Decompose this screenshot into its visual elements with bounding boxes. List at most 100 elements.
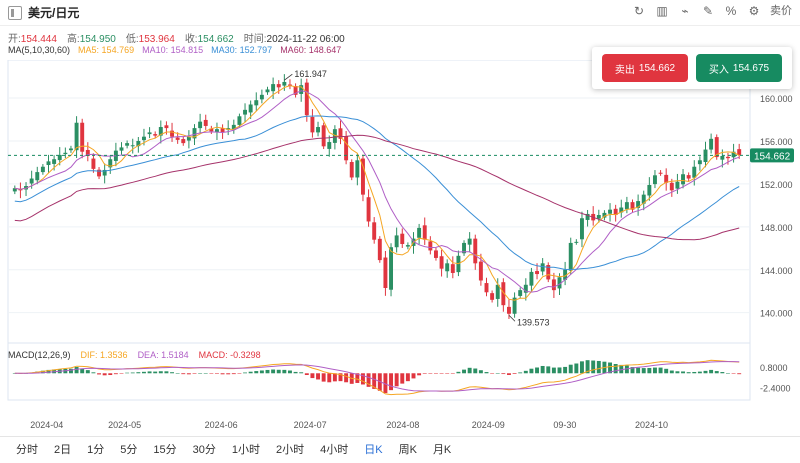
high-marker-label: 161.947: [294, 69, 327, 79]
candle-body: [383, 257, 388, 288]
candle-body: [692, 166, 697, 178]
macd-bar: [405, 373, 410, 382]
macd-bar: [411, 373, 416, 379]
period-tab[interactable]: 2小时: [276, 443, 305, 456]
candle-body: [467, 238, 472, 245]
settings-icon[interactable]: ⚙: [748, 4, 760, 18]
candle-body: [52, 159, 57, 164]
macd-bar: [299, 372, 304, 374]
candle-body: [405, 245, 410, 247]
candle-body: [46, 161, 51, 166]
candle-body: [624, 202, 629, 210]
candle-body: [91, 158, 96, 169]
kline-style-icon[interactable]: ▥: [656, 4, 668, 18]
macd-bar: [686, 372, 691, 374]
macd-bar: [259, 370, 264, 374]
macd-bar: [652, 367, 657, 374]
macd-bar: [658, 367, 663, 374]
sell-button[interactable]: 卖出 154.662: [602, 54, 688, 82]
candle-body: [153, 134, 158, 136]
period-tab[interactable]: 日K: [364, 443, 383, 456]
macd-bar: [714, 371, 719, 374]
candle-body: [237, 116, 242, 125]
candle-body: [523, 284, 528, 293]
macd-bar: [428, 373, 433, 374]
candle-body: [85, 149, 90, 156]
candle-body: [501, 282, 506, 306]
candle-body: [506, 306, 511, 314]
macd-bar: [220, 373, 225, 375]
macd-bar: [647, 367, 652, 374]
ma30-line: [14, 115, 740, 271]
current-price-label: 154.662: [754, 151, 791, 162]
x-axis-label: 2024-04: [30, 420, 63, 430]
macd-bar: [557, 367, 562, 374]
candle-body: [209, 128, 214, 132]
period-tab[interactable]: 周K: [398, 443, 417, 456]
candle-body: [669, 182, 674, 191]
macd-bar: [400, 373, 405, 384]
macd-bar: [360, 373, 365, 385]
macd-bar: [422, 373, 427, 374]
macd-bar: [136, 372, 141, 374]
macd-bar: [669, 370, 674, 374]
macd-bar: [293, 371, 298, 374]
period-tab[interactable]: 分时: [16, 443, 38, 456]
candle-body: [529, 271, 534, 286]
candle-body: [68, 148, 73, 151]
candle-body: [394, 235, 399, 248]
macd-bar: [445, 373, 450, 374]
ma5-line: [14, 85, 740, 301]
candle-body: [108, 159, 113, 168]
candle-body: [158, 127, 163, 136]
period-tab[interactable]: 15分: [153, 443, 177, 456]
macd-bar: [551, 367, 556, 374]
macd-bar: [321, 373, 326, 382]
candle-body: [164, 125, 169, 129]
percent-icon[interactable]: %: [725, 4, 737, 18]
candle-body: [360, 158, 365, 195]
period-tab[interactable]: 30分: [192, 443, 216, 456]
candle-body: [658, 172, 663, 174]
candle-body: [97, 169, 102, 177]
macd-bar: [287, 370, 292, 374]
buy-button[interactable]: 买入 154.675: [696, 54, 782, 82]
macd-bar: [664, 368, 669, 374]
candle-body: [568, 242, 573, 271]
macd-bar: [725, 373, 730, 374]
macd-bar: [113, 373, 118, 375]
macd-bar: [512, 373, 517, 374]
period-tab[interactable]: 1小时: [231, 443, 260, 456]
period-tab[interactable]: 月K: [432, 443, 452, 456]
period-tab[interactable]: 1分: [87, 443, 105, 456]
macd-bar: [535, 367, 540, 374]
ma5-value: MA5: 154.769: [78, 45, 135, 55]
ma30-value: MA30: 152.797: [211, 45, 273, 55]
instrument-icon: [8, 5, 22, 20]
buy-price: 154.675: [732, 62, 770, 74]
price-chart[interactable]: 140.000 144.000 148.000 152.000 156.000 160.0…: [0, 60, 800, 436]
trade-panel: 卖出 154.662 买入 154.675: [592, 47, 792, 89]
macd-bar: [462, 369, 467, 374]
candle-body: [675, 181, 680, 189]
candle-body: [125, 143, 130, 146]
x-axis-label: 09-30: [553, 420, 576, 430]
candle-body: [170, 130, 175, 137]
candle-body: [579, 218, 584, 240]
period-tab[interactable]: 4小时: [320, 443, 349, 456]
candle-body: [608, 209, 613, 214]
macd-bar: [147, 371, 152, 374]
candle-body: [29, 178, 34, 184]
macd-bar: [192, 373, 197, 374]
period-tab[interactable]: 5分: [120, 443, 138, 456]
draw-tool-icon[interactable]: ✎: [702, 4, 714, 18]
refresh-icon[interactable]: ↻: [633, 4, 645, 18]
macd-bar: [158, 371, 163, 374]
price-tick-label: 156.000: [760, 137, 793, 147]
period-tab[interactable]: 2日: [54, 443, 72, 456]
price-side-toggle[interactable]: 卖价: [770, 5, 792, 17]
indicator-icon[interactable]: ⌁: [681, 4, 689, 18]
macd-bar: [85, 370, 90, 374]
candle-body: [57, 154, 62, 161]
macd-bar: [394, 373, 399, 387]
